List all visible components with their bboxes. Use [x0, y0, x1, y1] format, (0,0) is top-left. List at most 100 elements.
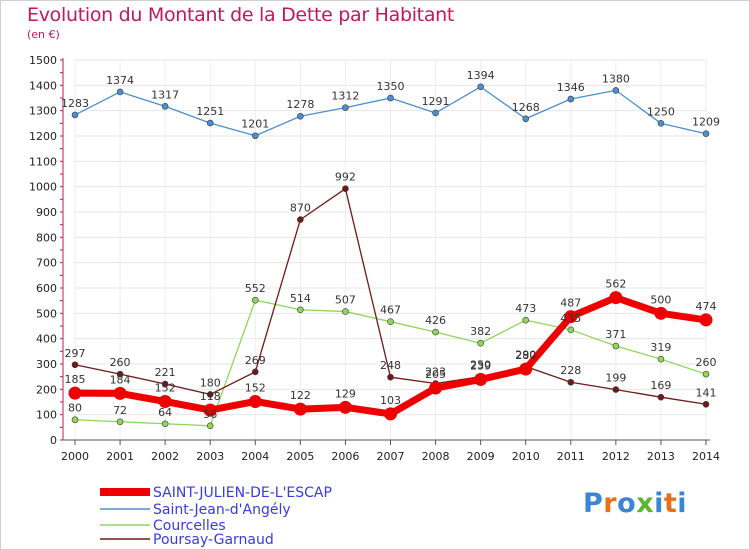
series-point-3 — [297, 216, 304, 223]
y-tick-label: 500 — [36, 307, 57, 320]
series-point-2 — [477, 339, 484, 347]
series-point-0 — [68, 386, 82, 400]
series-point-1 — [612, 87, 620, 94]
series-point-1 — [71, 111, 79, 119]
y-tick-label: 1200 — [29, 130, 57, 143]
data-label: 185 — [65, 373, 86, 386]
y-tick-label: 0 — [50, 434, 57, 447]
data-label: 319 — [650, 341, 671, 354]
series-point-1 — [432, 109, 439, 117]
series-point-0 — [338, 400, 352, 414]
legend-label: Saint-Jean-d'Angély — [153, 502, 291, 518]
legend-label: Courcelles — [153, 518, 226, 534]
series-point-2 — [432, 328, 439, 336]
y-tick-label: 1400 — [29, 79, 57, 92]
series-point-0 — [293, 402, 307, 416]
data-label: 64 — [158, 406, 172, 419]
data-label: 297 — [65, 347, 86, 360]
gridlines — [74, 59, 707, 441]
data-label: 371 — [605, 328, 626, 341]
logo-letter: r — [603, 488, 618, 519]
data-label: 474 — [696, 300, 717, 313]
data-label: 1251 — [196, 105, 224, 118]
series-point-1 — [206, 119, 214, 127]
series-point-1 — [342, 104, 349, 111]
data-label: 1350 — [377, 80, 405, 93]
series-point-0 — [248, 394, 262, 408]
series-point-0 — [158, 394, 172, 408]
data-label: 205 — [425, 368, 446, 381]
data-label: 280 — [515, 349, 536, 362]
series-point-0 — [474, 372, 488, 386]
data-label: 248 — [380, 359, 401, 372]
x-tick-label: 2014 — [692, 450, 720, 463]
data-label: 72 — [113, 404, 127, 417]
data-label: 180 — [200, 376, 221, 389]
data-label: 426 — [425, 314, 446, 327]
series-point-3 — [612, 386, 620, 393]
data-label: 514 — [290, 292, 311, 305]
data-label: 141 — [696, 386, 717, 399]
data-label: 1394 — [467, 69, 495, 82]
data-label: 152 — [245, 381, 266, 394]
x-tick-label: 2001 — [106, 450, 134, 463]
data-label: 1201 — [241, 118, 269, 131]
series-point-2 — [297, 306, 304, 314]
data-label: 992 — [335, 171, 356, 184]
series-point-1 — [161, 103, 169, 110]
series-point-3 — [71, 361, 79, 369]
data-label: 507 — [335, 294, 356, 307]
series-point-3 — [161, 380, 169, 388]
series-point-0 — [203, 403, 217, 417]
chart-subtitle: (en €) — [27, 28, 60, 41]
data-label: 184 — [110, 373, 131, 386]
data-label: 1283 — [61, 97, 89, 110]
series-point-1 — [567, 95, 575, 103]
data-label: 122 — [290, 389, 311, 402]
series-point-2 — [342, 308, 349, 315]
series-point-0 — [113, 386, 127, 400]
series-point-3 — [702, 400, 710, 408]
legend-label: SAINT-JULIEN-DE-L'ESCAP — [153, 485, 332, 501]
x-tick-label: 2010 — [512, 450, 540, 463]
x-tick-label: 2011 — [557, 450, 585, 463]
legend-label: Poursay-Garnaud — [153, 532, 274, 548]
series-point-2 — [522, 316, 530, 324]
series-point-0 — [654, 306, 668, 320]
x-tick-label: 2002 — [151, 450, 179, 463]
series-point-0 — [564, 310, 578, 324]
series-point-0 — [519, 362, 533, 376]
data-label: 250 — [470, 359, 491, 372]
data-labels: 1283 1374 1317 1251 1201 1278 1312 1350 1291 1394… — [61, 69, 720, 421]
series-point-1 — [297, 112, 304, 120]
legend: SAINT-JULIEN-DE-L'ESCAPSaint-Jean-d'Angé… — [100, 485, 332, 548]
logo-letter: i — [654, 488, 664, 519]
series-point-1 — [702, 130, 710, 138]
y-tick-label: 1300 — [29, 105, 57, 118]
data-label: 487 — [560, 297, 581, 310]
series-point-2 — [161, 420, 169, 428]
series-point-2 — [612, 342, 620, 350]
data-label: 56 — [203, 408, 217, 421]
y-tick-label: 1000 — [29, 181, 57, 194]
series-point-1 — [116, 88, 124, 96]
x-tick-label: 2004 — [241, 450, 269, 463]
series-point-2 — [71, 416, 79, 424]
series-point-1 — [387, 94, 394, 102]
data-label: 228 — [560, 364, 581, 377]
series-point-2 — [206, 422, 214, 430]
series-point-2 — [702, 370, 710, 378]
data-label: 552 — [245, 282, 266, 295]
series-layer — [68, 83, 713, 430]
y-tick-label: 700 — [36, 257, 57, 270]
axes: 0 100 200 300 400 500 600 700 800 900 1000 1100 1200… — [29, 54, 720, 463]
x-tick-label: 2005 — [286, 450, 314, 463]
series-point-0 — [699, 313, 713, 327]
y-tick-label: 300 — [36, 358, 57, 371]
y-tick-label: 800 — [36, 231, 57, 244]
data-label: 382 — [470, 325, 491, 338]
data-label: 1291 — [422, 95, 450, 108]
logo-letter: t — [663, 488, 678, 519]
series-point-3 — [342, 185, 349, 192]
y-tick-label: 1500 — [29, 54, 57, 67]
